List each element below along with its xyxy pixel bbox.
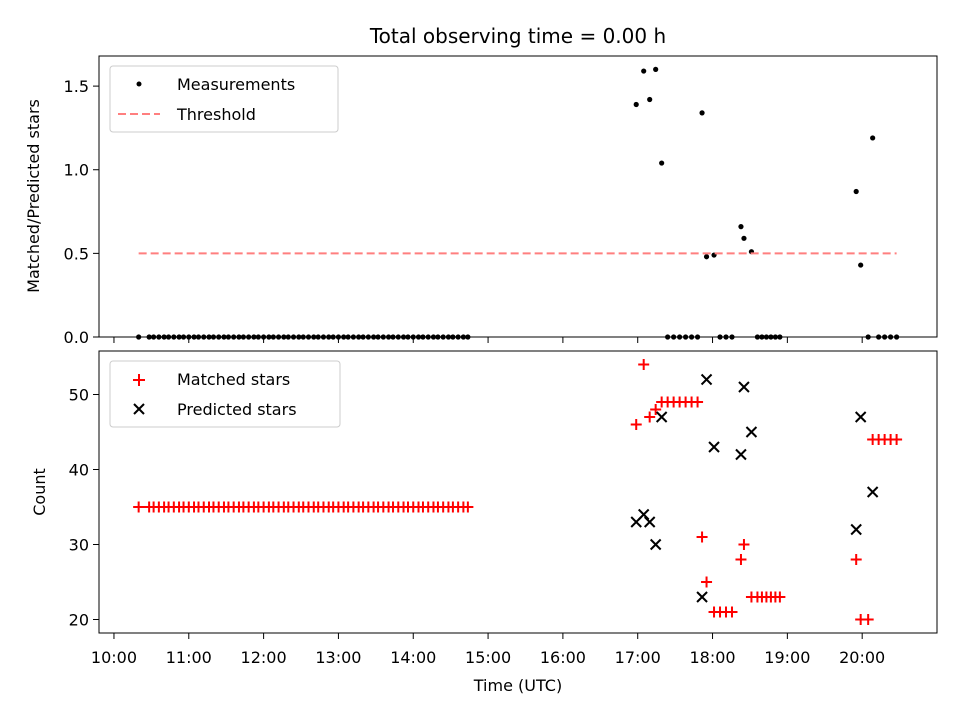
x-tick-label: 15:00 [465, 648, 511, 667]
x-tick-label: 20:00 [839, 648, 885, 667]
matched-stars-point [850, 554, 862, 565]
predicted-stars-point [735, 448, 747, 461]
legend-plus-icon [133, 374, 145, 386]
y-tick-label: 1.0 [64, 161, 89, 180]
count-y-axis-label: Count [30, 468, 49, 516]
measurement-point [641, 68, 647, 74]
x-axis-label: Time (UTC) [473, 676, 562, 695]
x-tick-label: 14:00 [390, 648, 436, 667]
predicted-stars-point [696, 591, 708, 603]
predicted-stars-point [745, 426, 758, 438]
matched-stars-point [692, 396, 704, 408]
measurement-point [633, 101, 639, 108]
matched-stars-point [701, 576, 713, 588]
matched-stars-point [735, 554, 747, 565]
matched-stars-point [862, 614, 874, 625]
ratio-y-ticks: 0.0 0.5 1.0 1.5 [64, 77, 99, 347]
legend-label-threshold: Threshold [176, 105, 256, 124]
x-tick-label: 18:00 [689, 648, 735, 667]
predicted-stars-point [700, 373, 713, 386]
measurement-point [653, 66, 659, 72]
measurement-point [738, 224, 744, 230]
legend-label-measurements: Measurements [177, 75, 295, 94]
predicted-stars-point [637, 508, 650, 521]
x-tick-label: 12:00 [241, 648, 287, 667]
matched-stars-point [726, 606, 738, 618]
count-plot-frame [98, 350, 938, 634]
chart-title: Total observing time = 0.00 h [369, 24, 666, 48]
x-tick-label: 19:00 [764, 648, 810, 667]
legend-x-icon [133, 403, 145, 415]
measurement-point [853, 188, 859, 195]
y-tick-label: 40 [69, 461, 89, 480]
matched-stars-point [738, 539, 750, 550]
matched-stars-point [774, 591, 786, 603]
ratio-x-ticks [113, 337, 863, 343]
measurement-point [858, 262, 864, 268]
count-marks [133, 359, 903, 625]
y-tick-label: 1.5 [64, 77, 89, 96]
legend-label-predicted: Predicted stars [177, 400, 297, 419]
ratio-panel: 0.0 0.5 1.0 1.5 Matched/Predicted stars Mea… [24, 55, 938, 347]
predicted-stars-point [649, 538, 662, 551]
x-tick-label: 11:00 [166, 648, 212, 667]
legend-dot-icon [136, 81, 142, 87]
x-tick-label: 16:00 [540, 648, 586, 667]
predicted-stars-point [738, 381, 750, 393]
x-tick-label: 17:00 [615, 648, 661, 667]
matched-stars-point [696, 531, 708, 543]
legend-label-matched: Matched stars [177, 370, 290, 389]
matched-stars-point [650, 404, 662, 415]
ratio-legend-box [109, 65, 339, 133]
measurement-point [741, 235, 747, 241]
matched-stars-point [630, 419, 642, 430]
y-tick-label: 50 [69, 386, 89, 405]
predicted-stars-point [643, 516, 656, 528]
matched-stars-point [644, 411, 656, 423]
predicted-stars-point [708, 441, 720, 453]
count-legend: Matched stars Predicted stars [109, 360, 341, 428]
ratio-y-axis-label: Matched/Predicted stars [24, 99, 43, 293]
ratio-legend: Measurements Threshold [109, 65, 339, 133]
measurement-point [703, 254, 710, 260]
y-tick-label: 20 [69, 611, 89, 630]
x-tick-label: 10:00 [91, 648, 137, 667]
measurement-point [647, 96, 653, 103]
measurement-point [699, 110, 705, 116]
ratio-plot-frame [98, 55, 938, 338]
y-tick-label: 0.5 [64, 244, 89, 263]
matched-stars-point [891, 434, 903, 445]
predicted-stars-point [850, 523, 862, 536]
predicted-stars-point [866, 486, 879, 498]
predicted-stars-point [854, 411, 867, 423]
y-tick-label: 30 [69, 536, 89, 555]
x-tick-label: 13:00 [315, 648, 361, 667]
measurement-point [870, 135, 876, 141]
count-x-ticks: 10:00 11:00 12:00 13:00 14:00 15:00 16:00 17:00… [91, 633, 885, 667]
measurement-point [659, 160, 665, 166]
predicted-stars-point [655, 411, 668, 423]
y-tick-label: 0.0 [64, 328, 89, 347]
matched-stars-point [462, 501, 474, 513]
matched-stars-point [638, 359, 650, 370]
count-legend-box [109, 360, 341, 428]
matched-stars-point [133, 501, 145, 513]
count-y-ticks: 20 30 40 50 [69, 386, 99, 630]
